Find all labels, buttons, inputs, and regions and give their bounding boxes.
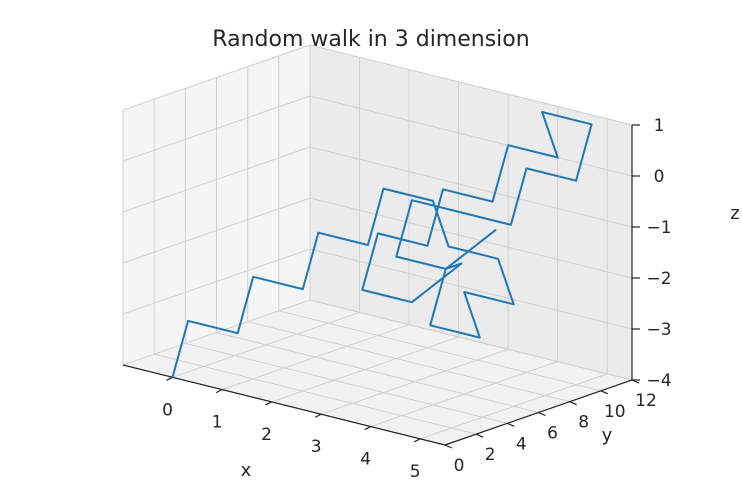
x-tick-label: 3	[311, 437, 322, 457]
grid-lines	[122, 44, 633, 446]
x-tick-mark	[314, 413, 322, 418]
x-tick-label: 2	[261, 425, 272, 445]
x-tick-mark	[413, 438, 421, 443]
z-grid-line-back	[309, 197, 633, 279]
z-grid-line-side	[122, 146, 311, 213]
x-tick-label: 1	[212, 413, 223, 433]
y-grid-line-floor	[278, 310, 601, 392]
y-tick-mark	[444, 444, 453, 449]
axis-panes	[121, 44, 634, 446]
z-grid-line-back	[309, 95, 633, 177]
y-tick-label: 6	[547, 424, 558, 444]
z-axis-label: z	[730, 203, 739, 224]
x-axis-label: x	[241, 460, 252, 481]
y-grid-line-floor	[154, 353, 477, 435]
y-tick-mark	[475, 433, 484, 438]
z-grid-line-side	[122, 299, 311, 366]
y-axis-label: y	[602, 425, 613, 446]
series-group	[171, 111, 593, 379]
x-tick-label: 4	[360, 450, 371, 470]
z-grid-line-back	[309, 299, 633, 381]
z-tick-label: 0	[654, 167, 665, 187]
z-grid-line-side	[122, 197, 311, 264]
y-tick-mark	[569, 401, 577, 406]
x-tick-mark	[364, 426, 371, 431]
z-tick-label: −2	[646, 269, 671, 289]
y-tick-mark	[507, 422, 515, 427]
y-tick-mark	[600, 390, 609, 395]
z-grid-line-back	[309, 248, 633, 330]
z-grid-line-side	[122, 248, 311, 315]
x-tick-mark	[166, 376, 173, 381]
z-grid-line-side	[122, 44, 311, 111]
z-tick-label: −4	[646, 371, 671, 391]
x-tick-mark	[265, 401, 272, 406]
z-tick-label: −1	[646, 218, 671, 238]
x-tick-mark	[215, 389, 223, 394]
x-axis-line	[122, 364, 446, 446]
chart-title: Random walk in 3 dimension	[212, 27, 529, 52]
y-grid-line-floor	[185, 342, 508, 424]
z-grid-line-side	[122, 95, 311, 162]
z-grid-line-back	[309, 44, 633, 126]
y-tick-label: 4	[516, 434, 527, 454]
random-walk-line	[171, 111, 593, 379]
y-tick-label: 0	[454, 456, 465, 476]
z-tick-label: −3	[646, 320, 671, 340]
y-tick-label: 12	[635, 391, 657, 411]
y-grid-line-floor	[247, 321, 570, 403]
x-tick-label: 0	[162, 400, 173, 420]
z-tick-label: 1	[654, 116, 665, 136]
z-grid-line-back	[309, 146, 633, 228]
y-tick-mark	[538, 411, 546, 417]
y-tick-label: 10	[604, 402, 626, 422]
tick-marks	[166, 124, 640, 449]
y-grid-line-floor	[216, 332, 539, 413]
y-tick-label: 8	[578, 413, 589, 433]
x-tick-label: 5	[410, 462, 421, 482]
y-tick-label: 2	[485, 445, 496, 465]
